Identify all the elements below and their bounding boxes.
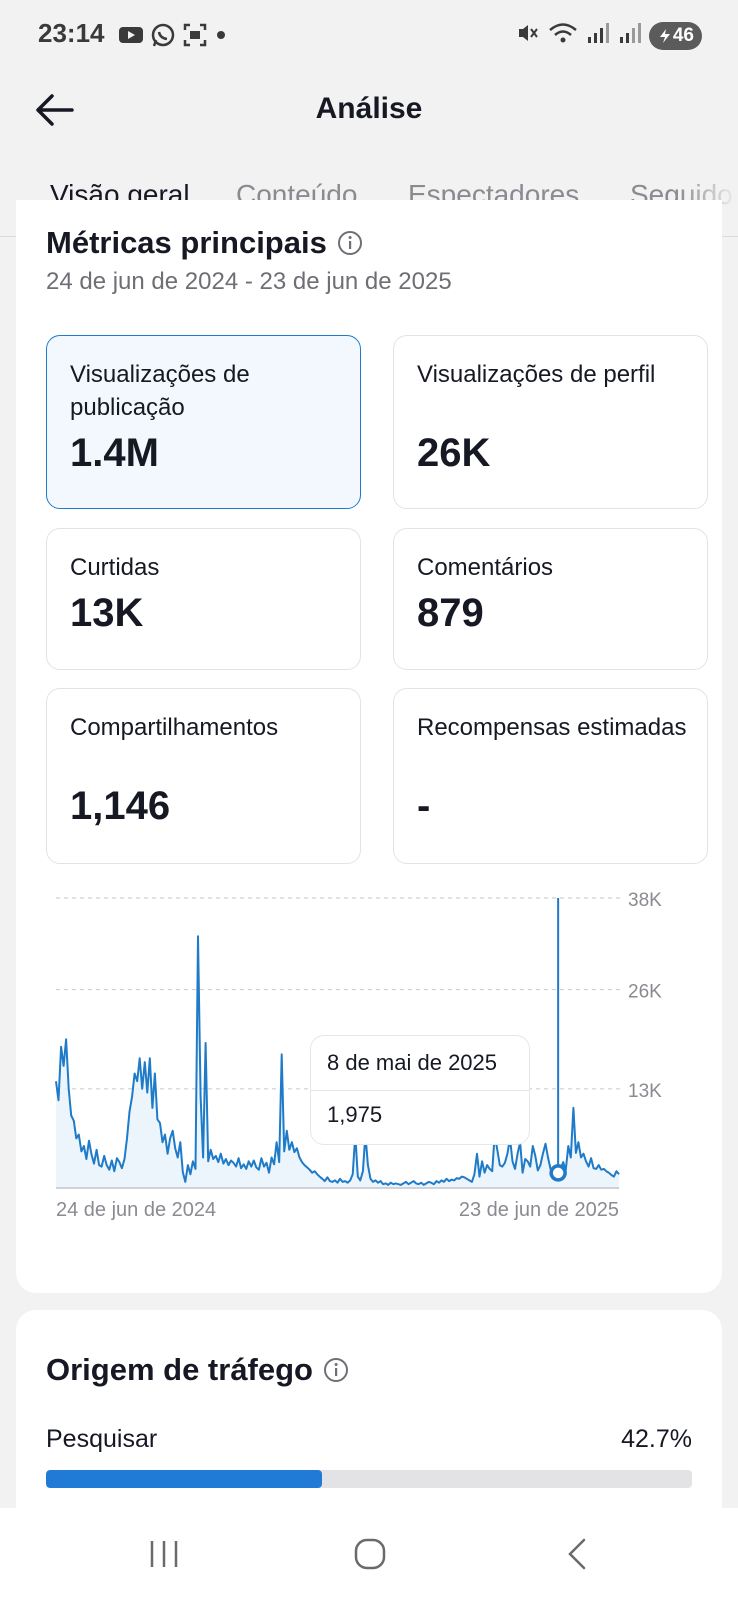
page-title: Análise <box>315 92 423 125</box>
metric-value: 879 <box>417 591 484 635</box>
metric-label: Visualizações de publicação <box>70 361 250 421</box>
dot-icon <box>214 28 228 47</box>
metric-label: Comentários <box>417 554 554 581</box>
metric-card-comments[interactable]: Comentários 879 <box>393 528 708 670</box>
metrics-title: Métricas principais <box>46 225 363 261</box>
tooltip-value: 1,975 <box>327 1102 383 1127</box>
home-button[interactable] <box>340 1528 400 1580</box>
status-left-icons <box>118 22 228 53</box>
recent-apps-icon <box>150 1541 178 1567</box>
battery-level: 46 <box>672 24 694 46</box>
app-header: Análise <box>0 70 738 150</box>
tooltip-date: 8 de mai de 2025 <box>327 1050 498 1075</box>
metric-value: 1.4M <box>70 431 159 475</box>
traffic-card: Origem de tráfego Pesquisar 42.7% <box>16 1310 722 1540</box>
status-bar: 23:14 46 <box>0 0 738 70</box>
y-tick-label: 13K <box>628 1081 662 1102</box>
signal-icon <box>585 20 611 51</box>
date-range: 24 de jun de 2024 - 23 de jun de 2025 <box>46 268 452 295</box>
traffic-title-text: Origem de tráfego <box>46 1352 313 1387</box>
home-icon <box>354 1538 386 1570</box>
status-time: 23:14 <box>38 18 105 48</box>
metric-card-profile-views[interactable]: Visualizações de perfil 26K <box>393 335 708 509</box>
traffic-progress-fill <box>46 1470 322 1488</box>
info-icon[interactable] <box>337 230 363 256</box>
traffic-title: Origem de tráfego <box>46 1352 349 1388</box>
whatsapp-icon <box>150 22 176 53</box>
chart-tooltip: 8 de mai de 2025 1,975 <box>310 1035 530 1145</box>
wifi-icon <box>547 20 579 51</box>
system-nav-bar <box>0 1508 738 1600</box>
metric-value: 13K <box>70 591 144 635</box>
series-line <box>55 935 620 1186</box>
metrics-title-text: Métricas principais <box>46 225 327 260</box>
metric-card-rewards[interactable]: Recompensas estimadas - <box>393 688 708 864</box>
metric-label: Visualizações de perfil <box>417 361 656 388</box>
metric-label: Compartilhamentos <box>70 714 279 741</box>
back-icon <box>568 1538 586 1570</box>
metric-label: Curtidas <box>70 554 160 581</box>
y-tick-label: 38K <box>628 890 662 911</box>
back-button[interactable] <box>30 86 78 134</box>
metric-label: Recompensas estimadas <box>417 714 687 741</box>
screenshot-icon <box>182 22 208 53</box>
y-tick-label: 26K <box>628 982 662 1003</box>
metric-value: 1,146 <box>70 784 171 828</box>
metric-card-shares[interactable]: Compartilhamentos 1,146 <box>46 688 361 864</box>
back-nav-button[interactable] <box>548 1528 608 1580</box>
highlight-point <box>549 1164 567 1182</box>
info-icon[interactable] <box>323 1357 349 1383</box>
mute-icon <box>515 20 541 51</box>
youtube-icon <box>118 25 144 50</box>
x-tick-label: 23 de jun de 2025 <box>459 1199 619 1221</box>
arrow-left-icon <box>36 94 74 126</box>
views-chart[interactable]: 13K 26K 38K 24 de jun de 2024 23 de jun de 2… <box>16 870 722 1240</box>
traffic-source-value: 42.7% <box>621 1425 692 1453</box>
status-right-icons: 46 <box>515 20 702 51</box>
metrics-card: Métricas principais 24 de jun de 2024 - … <box>16 200 722 1293</box>
metric-value: - <box>417 784 431 828</box>
metric-card-post-views[interactable]: Visualizações de publicação 1.4M <box>46 335 361 509</box>
battery-icon: 46 <box>648 21 702 50</box>
recent-apps-button[interactable] <box>134 1528 194 1580</box>
traffic-progress-track <box>46 1470 692 1488</box>
x-tick-label: 24 de jun de 2024 <box>56 1199 216 1221</box>
tooltip-divider <box>311 1090 529 1091</box>
metric-card-likes[interactable]: Curtidas 13K <box>46 528 361 670</box>
traffic-source-label: Pesquisar <box>46 1425 158 1453</box>
signal-icon <box>617 20 643 51</box>
metric-value: 26K <box>417 431 491 475</box>
